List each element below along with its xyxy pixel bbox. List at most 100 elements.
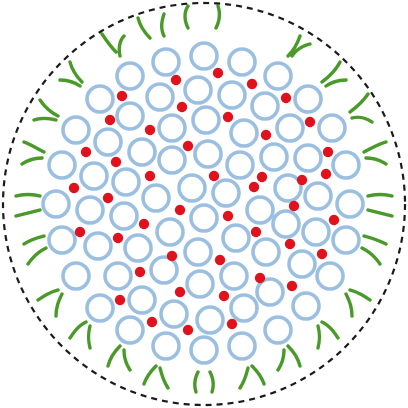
surface-chain [290,42,312,58]
surface-chain [348,288,372,302]
surface-chain [348,92,370,114]
interstitial-dot [286,280,298,292]
particle-ring [271,209,301,239]
particle-ring [61,261,91,291]
interstitial-dot [250,226,262,238]
interstitial-dot [256,171,268,183]
surface-chain [286,34,302,58]
surface-chain [362,140,388,154]
particle-ring [61,115,91,145]
interstitial-dot [260,129,272,141]
particle-ring [85,84,115,114]
interstitial-dot [110,156,122,168]
particle-ring [189,335,219,365]
particle-ring [47,225,77,255]
particle-ring [315,261,345,291]
particle-ring [301,217,331,247]
surface-chain [142,364,158,386]
surface-chain [32,116,58,122]
surface-chain [14,192,42,198]
particle-ring [335,189,365,219]
interstitial-dot [116,90,128,102]
particle-ring [41,189,71,219]
surface-chain [86,324,92,350]
interstitial-dot [248,181,260,193]
surface-chain [364,156,388,166]
surface-chain [136,16,152,40]
particle-ring [317,113,347,143]
surface-chain [122,348,132,372]
surface-chain [362,234,388,246]
interstitial-dot [134,266,146,278]
particle-ring [83,231,113,261]
particle-ring [193,139,223,169]
interstitial-dot [214,254,226,266]
interstitial-dot [322,146,334,158]
particle-ring [191,105,221,135]
particle-ring [251,237,281,267]
surface-chain [100,32,118,54]
particle-ring [149,255,179,285]
surface-chain [324,78,348,88]
surface-chain [158,366,170,390]
interstitial-dot [328,214,340,226]
interstitial-dot [222,210,234,222]
particle-ring [159,299,189,329]
surface-chain [192,370,200,394]
surface-chain [286,344,302,368]
particle-ring [287,249,317,279]
interstitial-dot [316,248,328,260]
surface-chain [238,366,250,390]
interstitial-dot [246,78,258,90]
interstitial-dot [80,146,92,158]
surface-chains-group [14,4,394,394]
particle-ring [151,47,181,77]
particle-ring [183,75,213,105]
surface-chain [250,364,266,386]
particle-ring [177,173,207,203]
interstitial-dot [226,318,238,330]
interstitial-dot [174,204,186,216]
interstitial-dot [284,238,296,250]
surface-chain [68,320,88,340]
particle-ring [229,293,259,323]
particle-ring [273,173,303,203]
particle-ring [155,217,185,247]
interstitial-dot [104,114,116,126]
particle-ring [259,142,289,172]
particle-ring [183,237,213,267]
particle-ring [250,91,280,121]
interstitial-dot [166,250,178,262]
interstitial-dot [254,272,266,284]
interstitial-dot [102,192,114,204]
interstitial-dot [280,92,292,104]
surface-chain [320,320,340,340]
particle-ring [225,150,255,180]
particle-ring [229,118,259,148]
interstitial-dot [146,316,158,328]
particle-ring [291,291,321,321]
particle-ring [221,223,251,253]
interstitial-dot [182,140,194,152]
interstitial-dot [304,116,316,128]
particle-ring [303,181,333,211]
particle-ring [127,285,157,315]
particle-ring [263,61,293,91]
interstitial-dot [74,226,86,238]
surface-chain [214,4,222,30]
particle-ring [331,150,361,180]
surface-chain [350,115,374,124]
particle-ring [157,113,187,143]
surface-chain [58,78,82,88]
interstitial-dots-group [68,67,340,336]
surface-chain [366,192,394,198]
particle-ring [47,150,77,180]
surface-chain [26,246,48,266]
surface-chain [208,370,216,394]
particle-ring [217,80,247,110]
particle-ring [189,203,219,233]
particle-ring [157,145,187,175]
particle-ring [331,225,361,255]
interstitial-dot [112,232,124,244]
